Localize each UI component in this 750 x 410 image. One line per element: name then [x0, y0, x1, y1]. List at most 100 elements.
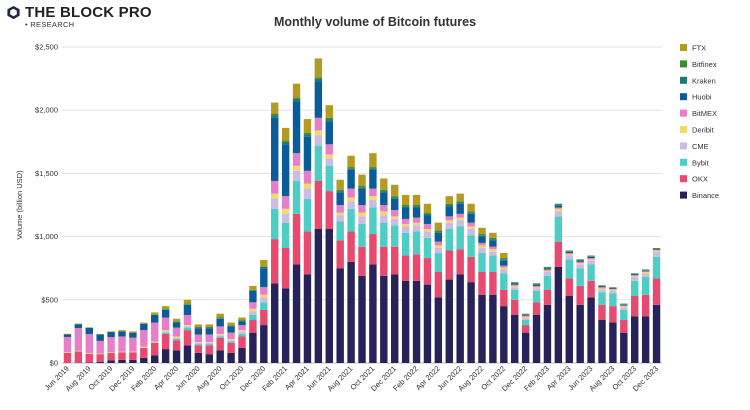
bar-segment [325, 117, 333, 120]
bar-segment [314, 78, 323, 82]
bar-segment [358, 246, 366, 276]
bar-segment [554, 203, 563, 205]
bar-segment [238, 333, 246, 337]
bar-segment [281, 213, 290, 223]
legend-item[interactable]: Huobi [680, 93, 712, 102]
bar-segment [620, 305, 628, 307]
bar-segment [96, 340, 104, 354]
bar-segment [532, 288, 541, 291]
bar-segment [391, 197, 399, 199]
bar-segment [587, 264, 595, 281]
legend-item[interactable]: Kraken [680, 76, 716, 85]
bar-segment [489, 246, 497, 250]
bar-segment [227, 340, 235, 342]
bar-segment [500, 265, 508, 268]
bar-segment [314, 180, 323, 230]
bar-segment [598, 289, 606, 293]
bar-segment [489, 255, 497, 272]
bar-segment [183, 304, 192, 305]
bar-segment [151, 314, 159, 323]
bar-segment [631, 275, 639, 278]
legend-label: BitMEX [692, 109, 717, 118]
bar-segment [172, 336, 181, 338]
bar-segment [336, 221, 344, 241]
bar-segment [314, 117, 323, 131]
legend-item[interactable]: Bybit [680, 158, 710, 167]
brand-subtitle: • RESEARCH [25, 20, 75, 29]
bar-segment [401, 223, 410, 227]
bar-segment [467, 256, 475, 283]
bar-segment [336, 268, 344, 363]
bar-segment [423, 231, 432, 238]
bar-segment [205, 342, 213, 343]
bar-segment [620, 307, 628, 310]
bar-segment [500, 253, 508, 259]
bar-segment [183, 304, 192, 315]
bar-segment [598, 288, 606, 290]
legend-item[interactable]: Deribit [680, 126, 715, 135]
legend-label: CME [692, 142, 709, 151]
bar-segment [511, 284, 519, 286]
bar-segment [532, 314, 541, 363]
bar-segment [576, 259, 584, 261]
bar-segment [478, 242, 486, 246]
bar-segment [391, 225, 399, 247]
bar-segment [161, 317, 170, 331]
bar-segment [336, 205, 344, 213]
bar-segment [609, 293, 617, 307]
bar-segment [445, 220, 453, 223]
bar-segment [445, 203, 453, 205]
bar-segment [609, 289, 617, 290]
bar-segment [521, 318, 530, 321]
bar-segment [478, 227, 486, 235]
bar-segment [205, 326, 213, 328]
legend-item[interactable]: BitMEX [680, 109, 717, 118]
bar-segment [532, 290, 541, 303]
legend-label: Kraken [692, 76, 716, 85]
bar-segment [511, 285, 519, 288]
bar-segment [161, 308, 170, 310]
bar-segment [423, 237, 432, 259]
bar-segment [216, 313, 224, 318]
bar-segment [521, 314, 530, 315]
y-tick-label: $0 [50, 359, 58, 368]
y-axis: $0 $500 $1,000 $1,500 $2,000 $2,500 [35, 43, 58, 368]
legend-item[interactable]: Binance [680, 191, 719, 200]
bar-segment [271, 208, 279, 240]
bar-segment [652, 278, 661, 305]
bar-segment [576, 285, 584, 305]
legend-item[interactable]: FTX [680, 44, 706, 53]
legend-item[interactable]: OKX [680, 175, 708, 184]
bar-segment [456, 213, 464, 218]
bar-segment [511, 314, 519, 363]
bar-segment [172, 350, 181, 363]
bar-segment [391, 184, 399, 197]
bar-segment [609, 306, 617, 323]
bar-segment [434, 222, 443, 231]
bar-segment [325, 105, 333, 118]
bar-segment [576, 264, 584, 269]
bar-segment [369, 264, 377, 363]
bar-segment [96, 353, 104, 355]
bar-segment [129, 352, 137, 360]
bar-segment [216, 350, 224, 363]
bar-segment [303, 134, 312, 137]
legend-item[interactable]: Bitfinex [680, 60, 717, 69]
bar-segment [249, 285, 257, 290]
bar-segment [598, 285, 606, 286]
bar-segment [347, 261, 355, 363]
bar-segment [118, 336, 126, 352]
bar-segment [521, 316, 530, 319]
legend-swatch [680, 60, 687, 68]
bar-segment [183, 326, 192, 328]
bar-segment [631, 273, 639, 275]
bar-segment [489, 249, 497, 252]
bar-segment [271, 180, 279, 194]
bar-segment [194, 334, 203, 343]
bar-segment [587, 259, 595, 261]
bar-segment [511, 283, 519, 285]
bar-segment [412, 280, 421, 363]
legend-item[interactable]: CME [680, 142, 709, 151]
bar-segment [609, 287, 617, 289]
bar-segment [249, 290, 257, 303]
